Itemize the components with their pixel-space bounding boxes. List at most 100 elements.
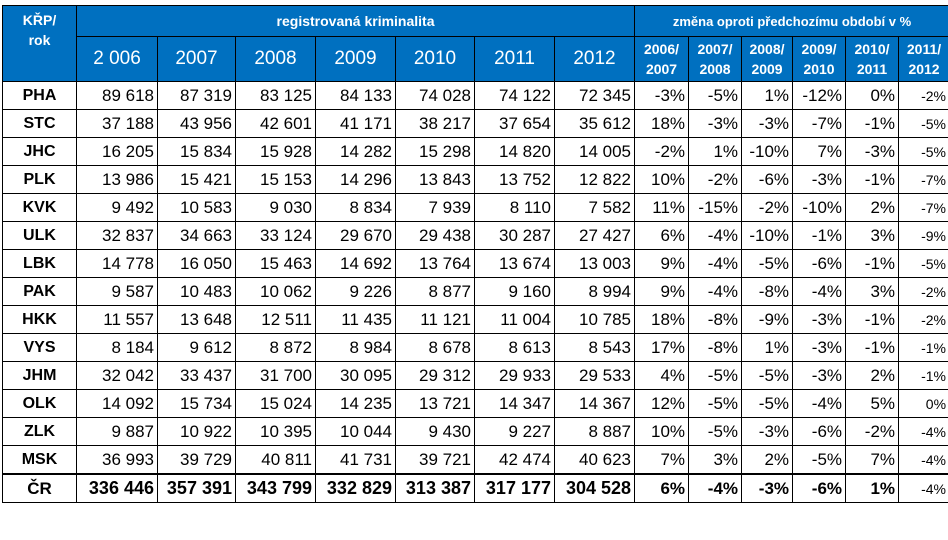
change-percent-cell: -2% bbox=[845, 417, 900, 446]
crime-count-cell: 304 528 bbox=[553, 473, 636, 503]
crime-count-cell: 36 993 bbox=[76, 445, 158, 475]
crime-count-cell: 13 721 bbox=[395, 389, 475, 418]
period-start: 2010/ bbox=[854, 41, 890, 57]
change-percent-cell: -6% bbox=[741, 165, 794, 194]
change-percent-cell: -15% bbox=[688, 193, 743, 222]
table-row: KVK 9 492 10 583 9 030 8 834 7 939 8 110 7 582 1… bbox=[2, 193, 948, 222]
crime-count-cell: 38 217 bbox=[395, 109, 475, 138]
region-header-line1: KŘP/ bbox=[22, 12, 57, 28]
crime-count-cell: 8 613 bbox=[474, 333, 555, 362]
table-row: PAK 9 587 10 483 10 062 9 226 8 877 9 160 8 994… bbox=[2, 277, 948, 306]
change-percent-cell: -2% bbox=[898, 81, 948, 110]
crime-count-cell: 40 623 bbox=[553, 445, 636, 475]
change-percent-cell: -5% bbox=[898, 137, 948, 166]
crime-count-cell: 343 799 bbox=[235, 473, 316, 503]
change-percent-cell: -3% bbox=[792, 361, 847, 390]
region-label: PAK bbox=[2, 277, 77, 306]
year-header: 2011 bbox=[474, 36, 555, 82]
crime-count-cell: 10 483 bbox=[157, 277, 236, 306]
crime-count-cell: 8 834 bbox=[315, 193, 396, 222]
change-percent-cell: -5% bbox=[688, 81, 743, 110]
crime-count-cell: 15 153 bbox=[235, 165, 316, 194]
crime-count-cell: 16 205 bbox=[76, 137, 158, 166]
crime-count-cell: 8 984 bbox=[315, 333, 396, 362]
change-percent-cell: -8% bbox=[741, 277, 794, 306]
change-percent-cell: -6% bbox=[792, 417, 847, 446]
change-percent-cell: -1% bbox=[792, 221, 847, 250]
crime-count-cell: 9 226 bbox=[315, 277, 396, 306]
change-percent-cell: -2% bbox=[898, 305, 948, 334]
change-percent-cell: -3% bbox=[634, 81, 690, 110]
change-percent-cell: 7% bbox=[845, 445, 900, 475]
crime-count-cell: 43 956 bbox=[157, 109, 236, 138]
year-header: 2012 bbox=[553, 36, 636, 82]
region-label: LBK bbox=[2, 249, 77, 278]
change-percent-cell: 3% bbox=[845, 221, 900, 250]
crime-count-cell: 332 829 bbox=[315, 473, 396, 503]
total-row: ČR 336 446 357 391 343 799 332 829 313 387 317… bbox=[2, 473, 948, 503]
table-row: VYS 8 184 9 612 8 872 8 984 8 678 8 613 8 543 17… bbox=[2, 333, 948, 362]
region-label: ULK bbox=[2, 221, 77, 250]
change-percent-cell: 18% bbox=[634, 305, 690, 334]
crime-count-cell: 9 612 bbox=[157, 333, 236, 362]
period-header: 2010/2011 bbox=[845, 36, 900, 82]
table-row: STC 37 188 43 956 42 601 41 171 38 217 37 654 3… bbox=[2, 109, 948, 138]
change-percent-cell: -1% bbox=[845, 333, 900, 362]
year-header: 2009 bbox=[315, 36, 396, 82]
change-percent-cell: -4% bbox=[688, 221, 743, 250]
period-header: 2009/2010 bbox=[792, 36, 847, 82]
crime-count-cell: 10 044 bbox=[315, 417, 396, 446]
change-percent-cell: -8% bbox=[688, 305, 743, 334]
crime-count-cell: 33 124 bbox=[235, 221, 316, 250]
change-percent-cell: 1% bbox=[741, 81, 794, 110]
crime-count-cell: 8 877 bbox=[395, 277, 475, 306]
period-header: 2008/2009 bbox=[741, 36, 794, 82]
change-percent-cell: 9% bbox=[634, 249, 690, 278]
period-header: 2007/2008 bbox=[688, 36, 743, 82]
crime-count-cell: 10 785 bbox=[553, 305, 636, 334]
crime-count-cell: 29 312 bbox=[395, 361, 475, 390]
change-percent-cell: 9% bbox=[634, 277, 690, 306]
change-percent-cell: -3% bbox=[845, 137, 900, 166]
crime-count-cell: 29 438 bbox=[395, 221, 475, 250]
change-percent-cell: -1% bbox=[845, 109, 900, 138]
period-start: 2009/ bbox=[801, 41, 837, 57]
period-start: 2008/ bbox=[749, 41, 785, 57]
change-percent-cell: -7% bbox=[792, 109, 847, 138]
change-percent-cell: 2% bbox=[741, 445, 794, 475]
change-percent-cell: -1% bbox=[898, 361, 948, 390]
region-label: ZLK bbox=[2, 417, 77, 446]
change-percent-cell: -2% bbox=[898, 277, 948, 306]
region-header-line2: rok bbox=[28, 32, 51, 48]
crime-count-cell: 29 533 bbox=[553, 361, 636, 390]
crime-count-cell: 10 922 bbox=[157, 417, 236, 446]
crime-count-cell: 11 435 bbox=[315, 305, 396, 334]
crime-count-cell: 11 004 bbox=[474, 305, 555, 334]
change-percent-cell: -3% bbox=[688, 109, 743, 138]
change-percent-cell: -8% bbox=[688, 333, 743, 362]
change-percent-cell: 1% bbox=[688, 137, 743, 166]
crime-count-cell: 8 678 bbox=[395, 333, 475, 362]
crime-count-cell: 14 235 bbox=[315, 389, 396, 418]
period-end: 2008 bbox=[699, 61, 731, 77]
period-end: 2010 bbox=[803, 61, 835, 77]
crime-count-cell: 10 395 bbox=[235, 417, 316, 446]
change-percent-cell: 0% bbox=[898, 389, 948, 418]
crime-count-cell: 31 700 bbox=[235, 361, 316, 390]
change-percent-cell: -1% bbox=[845, 249, 900, 278]
change-percent-cell: 3% bbox=[688, 445, 743, 475]
change-percent-cell: -7% bbox=[898, 193, 948, 222]
crime-count-cell: 15 298 bbox=[395, 137, 475, 166]
crime-count-cell: 313 387 bbox=[395, 473, 475, 503]
table-row: HKK 11 557 13 648 12 511 11 435 11 121 11 004 1… bbox=[2, 305, 948, 334]
change-percent-cell: -3% bbox=[741, 109, 794, 138]
change-percent-cell: 4% bbox=[634, 361, 690, 390]
change-percent-cell: 2% bbox=[845, 361, 900, 390]
crime-count-cell: 37 188 bbox=[76, 109, 158, 138]
change-percent-cell: -5% bbox=[741, 389, 794, 418]
crime-count-cell: 14 296 bbox=[315, 165, 396, 194]
change-percent-cell: -10% bbox=[741, 137, 794, 166]
crime-count-cell: 14 092 bbox=[76, 389, 158, 418]
change-percent-cell: 17% bbox=[634, 333, 690, 362]
change-percent-cell: 10% bbox=[634, 165, 690, 194]
